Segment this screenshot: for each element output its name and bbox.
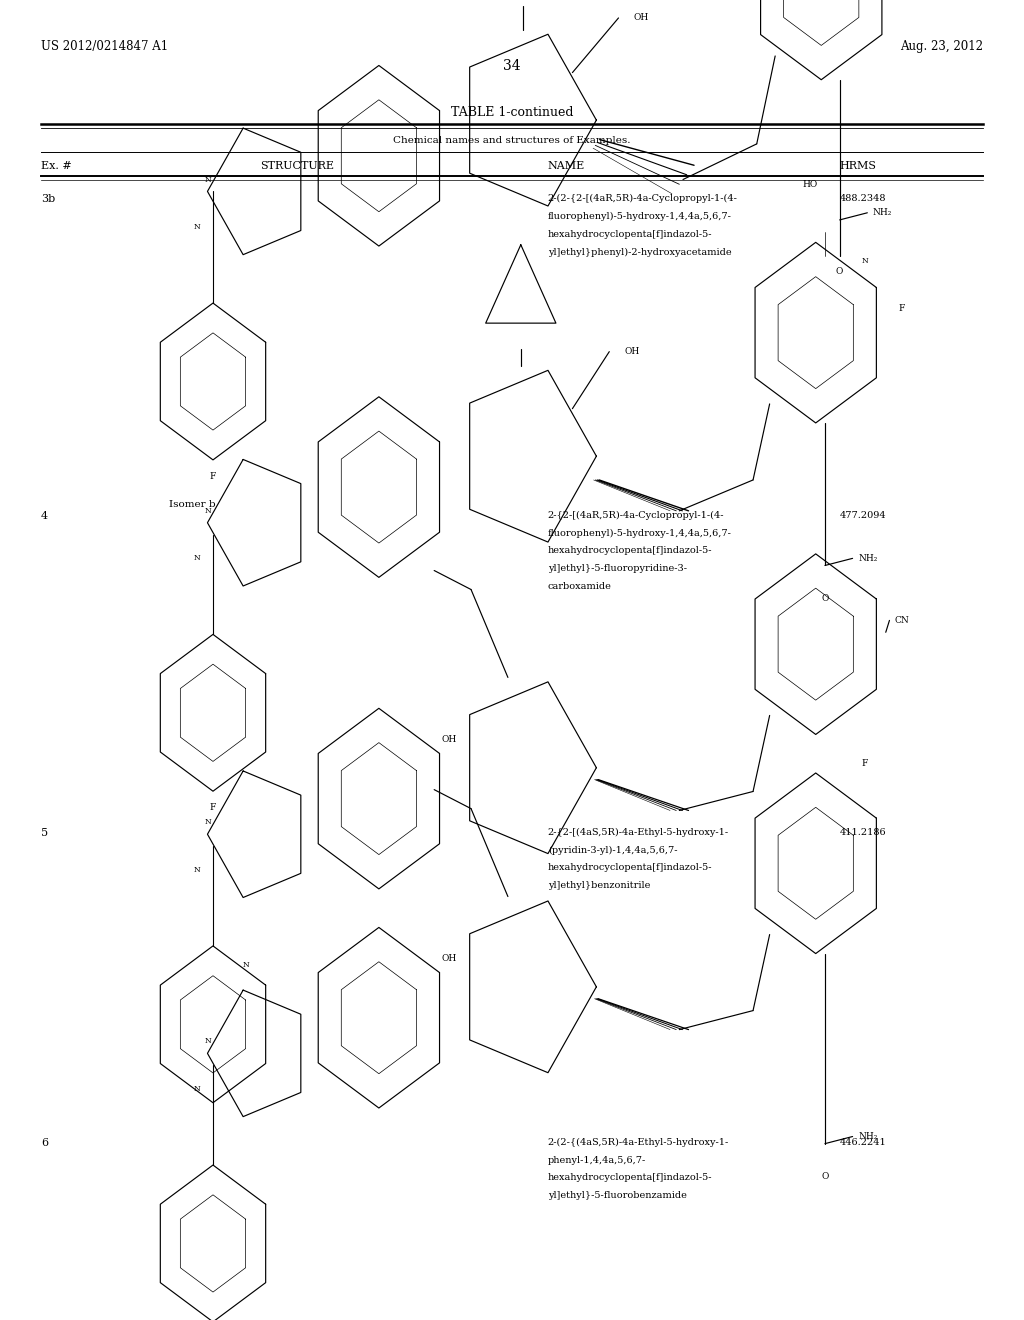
Text: fluorophenyl)-5-hydroxy-1,4,4a,5,6,7-: fluorophenyl)-5-hydroxy-1,4,4a,5,6,7- <box>548 528 732 537</box>
Text: carboxamide: carboxamide <box>548 582 611 591</box>
Text: 2-{2-[(4aS,5R)-4a-Ethyl-5-hydroxy-1-: 2-{2-[(4aS,5R)-4a-Ethyl-5-hydroxy-1- <box>548 828 729 837</box>
Text: HRMS: HRMS <box>840 161 877 172</box>
Text: NH₂: NH₂ <box>858 554 878 562</box>
Text: Chemical names and structures of Examples.: Chemical names and structures of Example… <box>393 136 631 145</box>
Text: 5: 5 <box>41 828 48 838</box>
Text: phenyl-1,4,4a,5,6,7-: phenyl-1,4,4a,5,6,7- <box>548 1156 646 1164</box>
Text: F: F <box>862 759 868 768</box>
Text: 6: 6 <box>41 1138 48 1148</box>
Text: OH: OH <box>441 954 457 962</box>
Text: 488.2348: 488.2348 <box>840 194 886 203</box>
Text: hexahydrocyclopenta[f]indazol-5-: hexahydrocyclopenta[f]indazol-5- <box>548 230 713 239</box>
Text: NH₂: NH₂ <box>858 1133 878 1140</box>
Text: 411.2186: 411.2186 <box>840 828 887 837</box>
Text: 446.2241: 446.2241 <box>840 1138 887 1147</box>
Text: hexahydrocyclopenta[f]indazol-5-: hexahydrocyclopenta[f]indazol-5- <box>548 1173 713 1183</box>
Text: yl]ethyl}-5-fluorobenzamide: yl]ethyl}-5-fluorobenzamide <box>548 1191 687 1200</box>
Text: O: O <box>821 594 828 603</box>
Text: F: F <box>210 471 216 480</box>
Text: yl]ethyl}phenyl)-2-hydroxyacetamide: yl]ethyl}phenyl)-2-hydroxyacetamide <box>548 247 731 256</box>
Text: N: N <box>194 1085 200 1093</box>
Text: hexahydrocyclopenta[f]indazol-5-: hexahydrocyclopenta[f]indazol-5- <box>548 546 713 556</box>
Text: OH: OH <box>624 347 639 356</box>
Text: yl]ethyl}-5-fluoropyridine-3-: yl]ethyl}-5-fluoropyridine-3- <box>548 564 687 573</box>
Text: 2-{2-[(4aR,5R)-4a-Cyclopropyl-1-(4-: 2-{2-[(4aR,5R)-4a-Cyclopropyl-1-(4- <box>548 511 724 520</box>
Text: CN: CN <box>895 616 909 624</box>
Text: 34: 34 <box>503 59 521 74</box>
Text: F: F <box>899 305 905 313</box>
Text: N: N <box>205 818 211 826</box>
Text: OH: OH <box>441 735 457 743</box>
Text: hexahydrocyclopenta[f]indazol-5-: hexahydrocyclopenta[f]indazol-5- <box>548 863 713 873</box>
Text: 2-(2-{2-[(4aR,5R)-4a-Cyclopropyl-1-(4-: 2-(2-{2-[(4aR,5R)-4a-Cyclopropyl-1-(4- <box>548 194 737 203</box>
Text: HO: HO <box>803 180 817 189</box>
Text: Isomer b: Isomer b <box>169 500 216 510</box>
Text: yl]ethyl}benzonitrile: yl]ethyl}benzonitrile <box>548 882 650 890</box>
Text: fluorophenyl)-5-hydroxy-1,4,4a,5,6,7-: fluorophenyl)-5-hydroxy-1,4,4a,5,6,7- <box>548 211 732 220</box>
Text: 3b: 3b <box>41 194 55 205</box>
Text: Ex. #: Ex. # <box>41 161 72 172</box>
Text: F: F <box>210 803 216 812</box>
Text: 477.2094: 477.2094 <box>840 511 887 520</box>
Text: N: N <box>243 961 250 969</box>
Text: N: N <box>205 176 211 183</box>
Text: N: N <box>194 223 200 231</box>
Text: 4: 4 <box>41 511 48 521</box>
Text: O: O <box>836 268 844 276</box>
Text: N: N <box>194 554 200 562</box>
Text: STRUCTURE: STRUCTURE <box>260 161 334 172</box>
Text: O: O <box>821 1172 828 1181</box>
Text: NH₂: NH₂ <box>872 209 892 218</box>
Text: TABLE 1-continued: TABLE 1-continued <box>451 106 573 119</box>
Text: N: N <box>205 507 211 515</box>
Text: OH: OH <box>633 13 648 22</box>
Text: N: N <box>862 257 868 265</box>
Text: US 2012/0214847 A1: US 2012/0214847 A1 <box>41 40 168 53</box>
Text: NAME: NAME <box>548 161 585 172</box>
Text: N: N <box>205 1038 211 1045</box>
Text: 2-(2-{(4aS,5R)-4a-Ethyl-5-hydroxy-1-: 2-(2-{(4aS,5R)-4a-Ethyl-5-hydroxy-1- <box>548 1138 729 1147</box>
Text: Aug. 23, 2012: Aug. 23, 2012 <box>900 40 983 53</box>
Text: (pyridin-3-yl)-1,4,4a,5,6,7-: (pyridin-3-yl)-1,4,4a,5,6,7- <box>548 846 677 854</box>
Text: N: N <box>194 866 200 874</box>
